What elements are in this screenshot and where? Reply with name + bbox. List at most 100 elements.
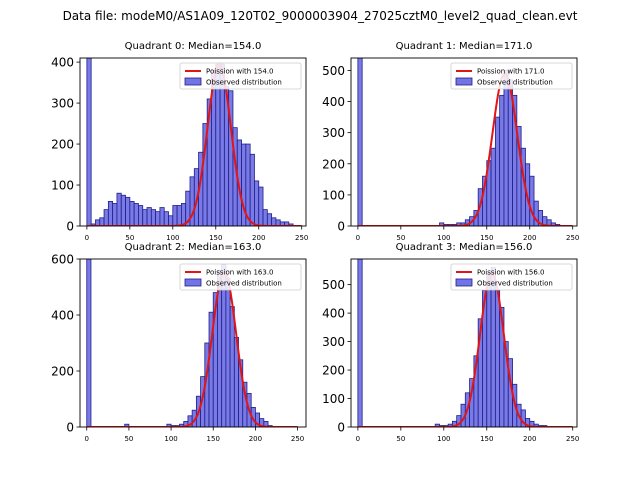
subplot-quadrant-3: Quadrant 3: Median=156.0 0 50 100 150 200 250 0… bbox=[322, 242, 579, 443]
histogram-bar bbox=[86, 58, 92, 226]
histogram-bar bbox=[146, 207, 152, 226]
y-tick-label: 400 bbox=[51, 309, 74, 323]
y-tick-label: 500 bbox=[322, 278, 345, 292]
y-tick-label: 400 bbox=[322, 307, 345, 321]
y-tick-label: 200 bbox=[322, 157, 345, 171]
subplot-title: Quadrant 0: Median=154.0 bbox=[125, 41, 262, 52]
y-tick-label: 0 bbox=[66, 220, 74, 234]
y-tick-label: 300 bbox=[322, 126, 345, 140]
histogram-bar bbox=[124, 423, 130, 427]
histogram-bar bbox=[168, 215, 174, 226]
histogram-bar bbox=[133, 203, 139, 226]
y-tick-label: 0 bbox=[337, 421, 345, 435]
x-tick-label: 200 bbox=[523, 234, 536, 242]
legend-bar-label: Observed distribution bbox=[206, 280, 282, 288]
histogram-bar bbox=[258, 186, 264, 226]
x-tick-label: 250 bbox=[291, 435, 304, 443]
histogram-bar bbox=[116, 192, 122, 226]
histogram-bar bbox=[172, 205, 178, 226]
histogram-bar bbox=[159, 207, 165, 226]
x-tick-label: 0 bbox=[356, 435, 360, 443]
histogram-bar bbox=[249, 153, 255, 226]
x-tick-label: 100 bbox=[437, 234, 450, 242]
y-tick-label: 100 bbox=[322, 188, 345, 202]
legend-box bbox=[179, 263, 302, 291]
x-tick-label: 100 bbox=[164, 435, 177, 443]
y-tick-label: 200 bbox=[51, 138, 74, 152]
x-tick-label: 150 bbox=[209, 234, 222, 242]
histogram-bar bbox=[112, 203, 118, 226]
y-tick-label: 300 bbox=[322, 335, 345, 349]
legend-bar-label: Observed distribution bbox=[477, 79, 553, 87]
histogram-bar bbox=[357, 259, 363, 427]
y-tick-label: 300 bbox=[51, 97, 74, 111]
x-tick-label: 150 bbox=[480, 435, 493, 443]
subplot-title: Quadrant 1: Median=171.0 bbox=[396, 41, 533, 52]
x-tick-label: 0 bbox=[85, 435, 89, 443]
legend-bar-swatch bbox=[184, 77, 202, 86]
y-tick-label: 0 bbox=[337, 220, 345, 234]
legend-bar-swatch bbox=[455, 278, 473, 287]
x-tick-label: 150 bbox=[207, 435, 220, 443]
histogram-bar bbox=[125, 196, 131, 226]
histogram-bar bbox=[99, 217, 105, 226]
y-tick-label: 100 bbox=[51, 179, 74, 193]
histogram-bar bbox=[357, 58, 363, 226]
x-tick-label: 0 bbox=[85, 234, 89, 242]
histogram-bar bbox=[229, 306, 235, 427]
y-tick-label: 400 bbox=[322, 95, 345, 109]
histogram-bar bbox=[271, 217, 277, 226]
plot-area bbox=[357, 58, 573, 226]
legend-bar-swatch bbox=[184, 278, 202, 287]
legend: Poission with 163.0 Observed distribution bbox=[179, 263, 302, 291]
legend-curve-label: Poission with 171.0 bbox=[477, 68, 545, 76]
x-tick-label: 200 bbox=[249, 435, 262, 443]
x-tick-label: 250 bbox=[295, 234, 308, 242]
histogram-bar bbox=[254, 180, 260, 226]
subplot-grid: Quadrant 0: Median=154.0 0 50 100 150 200 250 0… bbox=[51, 41, 579, 443]
x-tick-label: 50 bbox=[124, 435, 133, 443]
legend-bar-label: Observed distribution bbox=[206, 79, 282, 87]
plot-area bbox=[86, 58, 302, 226]
x-tick-label: 200 bbox=[523, 435, 536, 443]
x-tick-label: 50 bbox=[396, 435, 405, 443]
x-tick-label: 200 bbox=[252, 234, 265, 242]
legend-box bbox=[450, 263, 573, 291]
legend-curve-label: Poission with 156.0 bbox=[477, 269, 545, 277]
histogram-bar bbox=[490, 267, 496, 427]
histogram-bar bbox=[486, 272, 492, 427]
poisson-curve bbox=[86, 270, 298, 427]
histogram-bar bbox=[176, 205, 182, 226]
histogram-bar bbox=[103, 209, 109, 226]
axes-frame bbox=[79, 57, 307, 227]
histogram-bar bbox=[503, 70, 509, 226]
x-tick-label: 100 bbox=[166, 234, 179, 242]
x-tick-label: 50 bbox=[396, 234, 405, 242]
subplot-quadrant-2: Quadrant 2: Median=163.0 0 50 100 150 200 250 0… bbox=[51, 242, 307, 443]
subplot-quadrant-1: Quadrant 1: Median=171.0 0 50 100 150 200 250 0… bbox=[322, 41, 579, 242]
histogram-bar bbox=[529, 175, 535, 226]
y-tick-label: 200 bbox=[322, 364, 345, 378]
x-tick-label: 0 bbox=[356, 234, 360, 242]
legend: Poission with 154.0 Observed distribution bbox=[179, 62, 302, 90]
y-tick-label: 500 bbox=[322, 64, 345, 78]
x-tick-label: 250 bbox=[566, 234, 579, 242]
histogram-bar bbox=[138, 205, 144, 226]
subplot-title: Quadrant 3: Median=156.0 bbox=[396, 242, 533, 253]
subplot-title: Quadrant 2: Median=163.0 bbox=[125, 242, 262, 253]
legend-box bbox=[179, 62, 302, 90]
histogram-bar bbox=[107, 201, 114, 226]
histogram-bar bbox=[129, 201, 135, 226]
histogram-bar bbox=[494, 289, 501, 427]
legend: Poission with 171.0 Observed distribution bbox=[450, 62, 573, 90]
histogram-bar bbox=[490, 147, 496, 226]
axes-frame bbox=[350, 258, 578, 428]
histogram-bar bbox=[494, 116, 501, 226]
histogram-bar bbox=[499, 94, 505, 226]
histogram-bar bbox=[163, 211, 169, 226]
y-tick-label: 100 bbox=[322, 392, 345, 406]
legend-curve-label: Poission with 154.0 bbox=[206, 68, 274, 76]
histogram-bar bbox=[150, 209, 157, 226]
histogram-bar bbox=[155, 211, 161, 226]
